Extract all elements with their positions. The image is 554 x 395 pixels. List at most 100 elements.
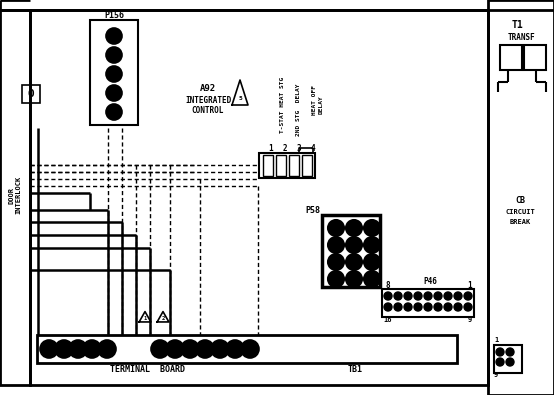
Text: 16: 16 xyxy=(384,317,392,323)
Circle shape xyxy=(328,220,344,236)
Text: 5: 5 xyxy=(111,32,116,41)
Text: 4: 4 xyxy=(370,241,375,250)
Bar xyxy=(37,335,457,363)
Circle shape xyxy=(394,292,402,300)
Text: INTEGRATED: INTEGRATED xyxy=(185,96,231,105)
Circle shape xyxy=(404,292,412,300)
Bar xyxy=(289,155,299,176)
Circle shape xyxy=(394,303,402,311)
Circle shape xyxy=(424,292,432,300)
Text: 2: 2 xyxy=(352,224,356,233)
Text: 9: 9 xyxy=(468,317,472,323)
Text: 1: 1 xyxy=(352,275,356,284)
Text: C: C xyxy=(158,346,162,352)
Text: 2: 2 xyxy=(161,316,165,320)
Text: 5: 5 xyxy=(352,241,356,250)
Text: 0: 0 xyxy=(370,275,375,284)
Circle shape xyxy=(328,237,344,253)
Circle shape xyxy=(346,271,362,287)
Text: 2: 2 xyxy=(111,88,116,98)
Circle shape xyxy=(464,292,472,300)
Circle shape xyxy=(106,47,122,63)
Circle shape xyxy=(196,340,214,358)
Circle shape xyxy=(364,254,380,270)
Text: T-STAT HEAT STG: T-STAT HEAT STG xyxy=(280,77,285,133)
Circle shape xyxy=(211,340,229,358)
Text: DELAY: DELAY xyxy=(319,96,324,115)
Text: TB1: TB1 xyxy=(347,365,362,374)
Bar xyxy=(488,0,554,395)
Circle shape xyxy=(496,348,504,356)
Circle shape xyxy=(364,220,380,236)
Text: DS: DS xyxy=(247,346,253,352)
Bar xyxy=(302,155,312,176)
Circle shape xyxy=(226,340,244,358)
Circle shape xyxy=(364,237,380,253)
Text: BREAK: BREAK xyxy=(509,219,531,225)
Circle shape xyxy=(328,271,344,287)
Text: 1: 1 xyxy=(269,143,273,152)
Circle shape xyxy=(346,237,362,253)
Bar xyxy=(322,215,380,287)
Text: TERMINAL  BOARD: TERMINAL BOARD xyxy=(110,365,186,374)
Text: 2: 2 xyxy=(283,143,288,152)
Text: T1: T1 xyxy=(511,20,523,30)
Text: Y1: Y1 xyxy=(104,346,110,352)
Text: 1: 1 xyxy=(494,337,498,343)
Text: M: M xyxy=(203,346,207,352)
Circle shape xyxy=(414,303,422,311)
Circle shape xyxy=(444,292,452,300)
Circle shape xyxy=(384,292,392,300)
Text: P156: P156 xyxy=(104,11,124,19)
Text: 9: 9 xyxy=(334,258,338,267)
Circle shape xyxy=(444,303,452,311)
Text: HEAT OFF: HEAT OFF xyxy=(312,85,317,115)
Circle shape xyxy=(98,340,116,358)
Text: 1: 1 xyxy=(468,280,473,290)
Circle shape xyxy=(454,292,462,300)
Circle shape xyxy=(434,303,442,311)
Text: 3: 3 xyxy=(334,224,338,233)
Text: G: G xyxy=(76,346,80,352)
Circle shape xyxy=(83,340,101,358)
Bar xyxy=(22,85,40,103)
Text: 1: 1 xyxy=(370,224,375,233)
Bar xyxy=(382,289,474,317)
Bar xyxy=(276,155,286,176)
Circle shape xyxy=(55,340,73,358)
Bar xyxy=(494,345,522,373)
Circle shape xyxy=(328,254,344,270)
Circle shape xyxy=(506,358,514,366)
Text: 6: 6 xyxy=(334,241,338,250)
Circle shape xyxy=(69,340,87,358)
Bar xyxy=(90,20,138,125)
Text: 1: 1 xyxy=(143,316,147,320)
Text: DOOR
INTERLOCK: DOOR INTERLOCK xyxy=(8,176,22,214)
Text: 2ND STG  DELAY: 2ND STG DELAY xyxy=(295,84,300,136)
Circle shape xyxy=(346,220,362,236)
Text: 3: 3 xyxy=(111,70,116,79)
Text: L: L xyxy=(218,346,222,352)
Circle shape xyxy=(40,340,58,358)
Text: W2: W2 xyxy=(61,346,67,352)
Circle shape xyxy=(106,85,122,101)
Circle shape xyxy=(151,340,169,358)
Circle shape xyxy=(106,28,122,44)
Circle shape xyxy=(364,271,380,287)
Bar xyxy=(30,10,488,385)
Circle shape xyxy=(464,303,472,311)
Circle shape xyxy=(241,340,259,358)
Circle shape xyxy=(414,292,422,300)
Text: P58: P58 xyxy=(305,205,321,214)
Text: 5: 5 xyxy=(238,96,242,100)
Text: O: O xyxy=(28,89,34,99)
Text: CONTROL: CONTROL xyxy=(192,105,224,115)
Text: A92: A92 xyxy=(200,83,216,92)
Text: 1: 1 xyxy=(188,346,192,352)
Text: D: D xyxy=(233,346,237,352)
Circle shape xyxy=(106,104,122,120)
Circle shape xyxy=(346,254,362,270)
Circle shape xyxy=(454,303,462,311)
Text: 4: 4 xyxy=(311,143,315,152)
Circle shape xyxy=(106,66,122,82)
